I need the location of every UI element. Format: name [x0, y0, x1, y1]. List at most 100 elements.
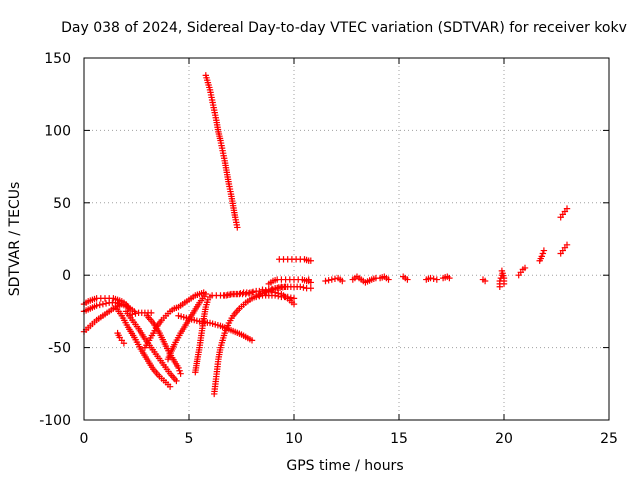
- data-point: [248, 337, 256, 344]
- y-axis: -100 -50 0 50 100 150: [39, 51, 609, 429]
- data-point: [234, 290, 241, 298]
- data-point: [322, 277, 329, 285]
- data-point: [404, 276, 411, 283]
- series-arc-cross-4-8: [175, 312, 256, 344]
- series-arc-rise-3: [141, 289, 207, 351]
- x-axis-label: GPS time / hours: [286, 458, 403, 474]
- chart-title: Day 038 of 2024, Sidereal Day-to-day VTE…: [61, 20, 627, 36]
- data-point: [372, 274, 380, 282]
- y-axis-label: SDTVAR / TECUs: [7, 182, 23, 297]
- data-point: [521, 264, 529, 272]
- y-tick-label: 50: [53, 196, 71, 212]
- x-tick-label: 10: [285, 431, 303, 447]
- data-point: [430, 275, 437, 283]
- data-point: [271, 285, 279, 292]
- series-arc-late-rise: [557, 205, 571, 221]
- data-point: [129, 311, 136, 318]
- series-arc-15: [400, 273, 411, 283]
- data-point: [427, 274, 434, 282]
- series-arc-19: [479, 276, 489, 285]
- data-point: [256, 292, 263, 300]
- data-point: [287, 294, 295, 301]
- plot-frame: [83, 57, 610, 421]
- data-point: [500, 280, 508, 288]
- data-point: [177, 370, 184, 377]
- series-arc-near-zero-9: [265, 276, 312, 288]
- series-arc-17: [439, 273, 453, 282]
- data-point: [290, 300, 298, 308]
- data-point: [120, 340, 128, 347]
- data-point: [307, 285, 314, 292]
- y-tick-label: -100: [39, 413, 71, 429]
- data-point: [325, 277, 332, 284]
- y-tick-label: 100: [44, 123, 71, 139]
- data-point: [307, 257, 314, 264]
- data-point: [132, 310, 139, 317]
- data-point: [246, 289, 254, 296]
- series-arc-20-0: [496, 267, 508, 290]
- data-point: [481, 277, 489, 285]
- data-point: [290, 295, 298, 302]
- grid-lines: [84, 58, 609, 420]
- data-point: [176, 367, 183, 374]
- data-point: [118, 300, 125, 308]
- y-tick-label: 0: [62, 268, 71, 284]
- data-marks: [80, 72, 571, 398]
- data-point: [234, 224, 241, 231]
- series-arc-plateau-10: [276, 256, 314, 264]
- data-point: [331, 275, 339, 283]
- data-point: [275, 292, 282, 300]
- series-arc-3-flat: [129, 309, 155, 318]
- data-point: [300, 284, 307, 291]
- y-tick-label: -50: [48, 341, 71, 357]
- series-arc-1-8: [114, 329, 128, 347]
- x-tick-label: 20: [495, 431, 513, 447]
- data-point: [237, 290, 244, 297]
- x-tick-label: 25: [600, 431, 618, 447]
- data-point: [305, 277, 312, 285]
- x-tick-label: 5: [185, 431, 194, 447]
- series-arc-steep-high: [202, 72, 241, 231]
- data-point: [175, 364, 182, 372]
- data-point: [446, 274, 453, 282]
- data-point: [328, 276, 335, 283]
- data-point: [224, 291, 232, 298]
- x-tick-label: 15: [390, 431, 408, 447]
- data-point: [200, 289, 207, 296]
- series-arc-12: [322, 274, 346, 285]
- data-point: [221, 292, 228, 299]
- data-point: [166, 383, 174, 390]
- data-point: [93, 302, 100, 309]
- data-point: [540, 247, 548, 254]
- data-point: [99, 300, 107, 308]
- data-point: [538, 253, 545, 260]
- x-axis: 0 5 10 15 20 25: [80, 58, 618, 447]
- series-arc-21-8: [536, 247, 548, 264]
- data-point: [563, 241, 571, 248]
- series-arc-8-10: [253, 292, 298, 302]
- data-point: [297, 283, 304, 290]
- series-arc-rise-0: [80, 300, 125, 335]
- x-tick-label: 0: [80, 431, 89, 447]
- data-point: [265, 286, 272, 293]
- y-tick-label: 150: [44, 51, 71, 67]
- series-arc-13: [349, 273, 380, 286]
- data-point: [271, 292, 279, 299]
- series-arc-14: [376, 273, 392, 283]
- series-arc-16: [423, 274, 440, 283]
- data-point: [385, 276, 392, 283]
- data-point: [433, 276, 440, 283]
- data-point: [563, 205, 571, 212]
- data-point: [148, 309, 155, 317]
- data-point: [275, 284, 282, 291]
- data-point: [96, 301, 103, 309]
- data-point: [173, 377, 180, 385]
- data-point: [268, 285, 276, 293]
- series-arc-late-mid: [557, 241, 571, 257]
- data-point: [253, 293, 260, 301]
- series-arc-20-8: [515, 264, 529, 279]
- data-point: [284, 293, 291, 301]
- data-point: [249, 288, 257, 296]
- data-point: [539, 250, 547, 257]
